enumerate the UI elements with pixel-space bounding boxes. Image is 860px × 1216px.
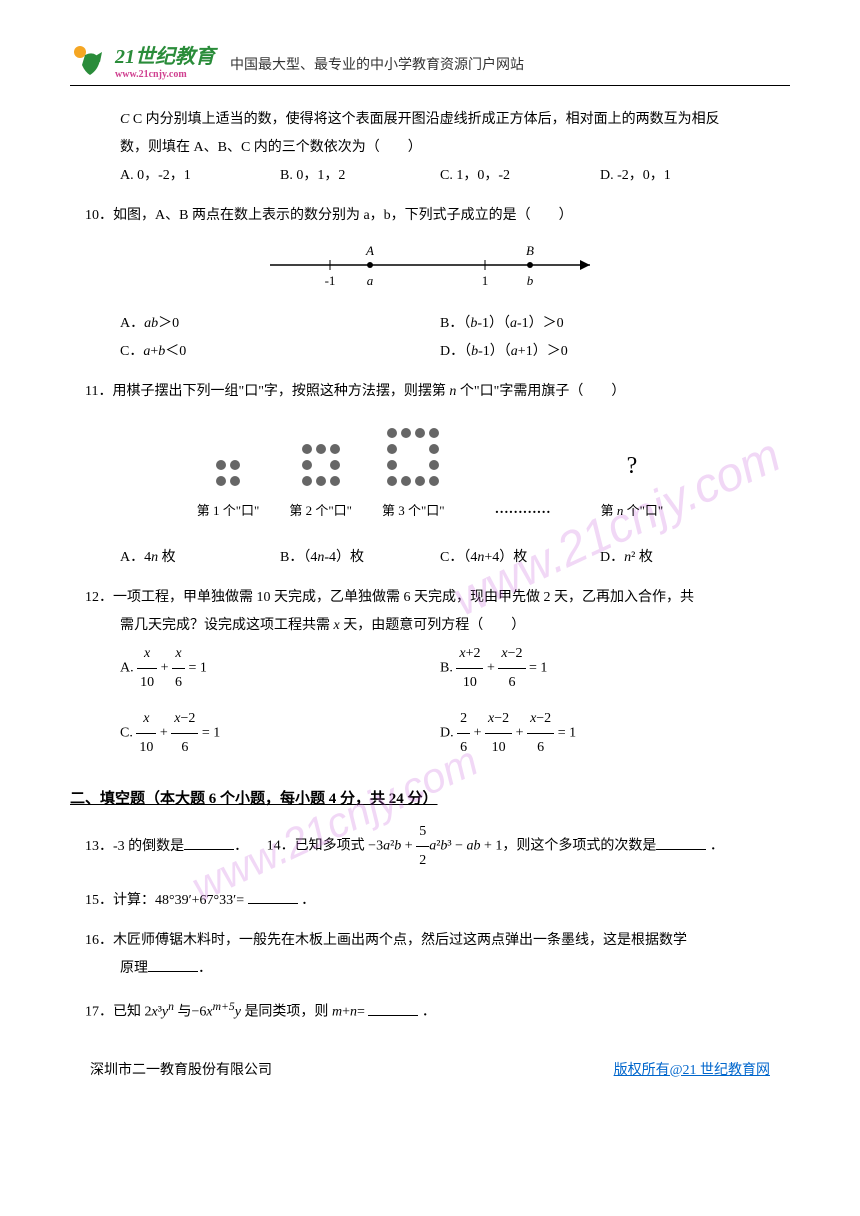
ellipsis: ………… bbox=[495, 496, 551, 524]
question-12: 12．一项工程，甲单独做需 10 天完成，乙单独做需 6 天完成，现由甲先做 2… bbox=[70, 584, 790, 762]
svg-text:1: 1 bbox=[482, 273, 489, 288]
question-10: 10．如图，A、B 两点在数上表示的数分别为 a，b，下列式子成立的是（ ） -… bbox=[70, 202, 790, 366]
footer-company: 深圳市二一教育股份有限公司 bbox=[90, 1059, 272, 1079]
question-17: 17．已知 2x³yn 与−6xm+5y 是同类项，则 m+n= ． bbox=[70, 995, 436, 1027]
option-b: B. 0，1，2 bbox=[280, 162, 440, 190]
svg-text:B: B bbox=[526, 243, 534, 258]
option-d: D．n² 枚 bbox=[600, 544, 760, 572]
option-c: C．（4n+4）枚 bbox=[440, 544, 600, 572]
svg-text:-1: -1 bbox=[325, 273, 336, 288]
question-partial: C C 内分别填上适当的数，使得将这个表面展开图沿虚线折成正方体后，相对面上的两… bbox=[70, 106, 790, 190]
pattern-label-n: 第 n 个"口" bbox=[601, 498, 664, 524]
pattern-label-1: 第 1 个"口" bbox=[197, 498, 260, 524]
logo: 21世纪教育 www.21cnjy.com bbox=[70, 40, 215, 80]
option-b: B．（b-1）（a-1）＞0 bbox=[440, 310, 760, 338]
header-tagline: 中国最大型、最专业的中小学教育资源门户网站 bbox=[230, 54, 524, 74]
svg-text:b: b bbox=[527, 273, 534, 288]
option-a: A．4n 枚 bbox=[120, 544, 280, 572]
page-header: 21世纪教育 www.21cnjy.com 中国最大型、最专业的中小学教育资源门… bbox=[70, 40, 790, 86]
question-16: 16．木匠师傅锯木料时，一般先在木板上画出两个点，然后过这两点弹出一条墨线，这是… bbox=[70, 927, 790, 983]
question-13: 13．-3 的倒数是． bbox=[70, 833, 248, 861]
footer-copyright: 版权所有@21 世纪教育网 bbox=[614, 1059, 770, 1079]
svg-text:A: A bbox=[365, 243, 374, 258]
pattern-figure: 第 1 个"口" 第 2 个"口" bbox=[70, 426, 790, 524]
q-text: C 内分别填上适当的数，使得将这个表面展开图沿虚线折成正方体后，相对面上的两数互… bbox=[133, 112, 720, 127]
question-11: 11．用棋子摆出下列一组"口"字，按照这种方法摆，则摆第 n 个"口"字需用旗子… bbox=[70, 378, 790, 572]
section-2-title: 二、填空题（本大题 6 个小题，每小题 4 分，共 24 分） bbox=[70, 787, 790, 808]
q11-text: 11．用棋子摆出下列一组"口"字，按照这种方法摆，则摆第 n 个"口"字需用旗子… bbox=[70, 378, 625, 406]
option-c: C. 1，0，-2 bbox=[440, 162, 600, 190]
option-d: D. -2，0，1 bbox=[600, 162, 760, 190]
number-line-figure: -1 A a 1 B b bbox=[70, 240, 790, 300]
pattern-label-3: 第 3 个"口" bbox=[382, 498, 445, 524]
page-container: 21世纪教育 www.21cnjy.com 中国最大型、最专业的中小学教育资源门… bbox=[0, 0, 860, 1109]
option-b: B．（4n-4）枚 bbox=[280, 544, 440, 572]
q12-text: 12．一项工程，甲单独做需 10 天完成，乙单独做需 6 天完成，现由甲先做 2… bbox=[70, 584, 694, 612]
option-b: B. x+210 + x−26 = 1 bbox=[440, 640, 760, 697]
q12-text2: 需几天完成？设完成这项工程共需 x 天，由题意可列方程（ ） bbox=[70, 612, 790, 640]
option-a: A. 0，-2，1 bbox=[120, 162, 280, 190]
pattern-label-2: 第 2 个"口" bbox=[289, 498, 352, 524]
logo-url: www.21cnjy.com bbox=[115, 69, 215, 80]
option-d: D. 26 + x−210 + x−26 = 1 bbox=[440, 705, 576, 762]
page-footer: 深圳市二一教育股份有限公司 版权所有@21 世纪教育网 bbox=[70, 1059, 790, 1079]
option-d: D．（b-1）（a+1）＞0 bbox=[440, 338, 760, 366]
logo-title: 21世纪教育 bbox=[115, 40, 215, 69]
option-c: C．a+b＜0 bbox=[120, 338, 440, 366]
q-text: 数，则填在 A、B、C 内的三个数依次为（ ） bbox=[70, 134, 790, 162]
q10-text: 10．如图，A、B 两点在数上表示的数分别为 a，b，下列式子成立的是（ ） bbox=[70, 202, 573, 230]
question-14: 14．已知多项式 −3a²b + 52a²b³ − ab + 1，则这个多项式的… bbox=[252, 818, 724, 875]
option-a: A．ab＞0 bbox=[120, 310, 440, 338]
logo-icon bbox=[70, 40, 110, 80]
option-c: C. x10 + x−26 = 1 bbox=[120, 705, 440, 762]
question-mark: ? bbox=[627, 442, 638, 490]
question-15: 15．计算：48°39′+67°33′= ． bbox=[70, 887, 315, 915]
svg-text:a: a bbox=[367, 273, 374, 288]
option-a: A. x10 + x6 = 1 bbox=[120, 640, 440, 697]
